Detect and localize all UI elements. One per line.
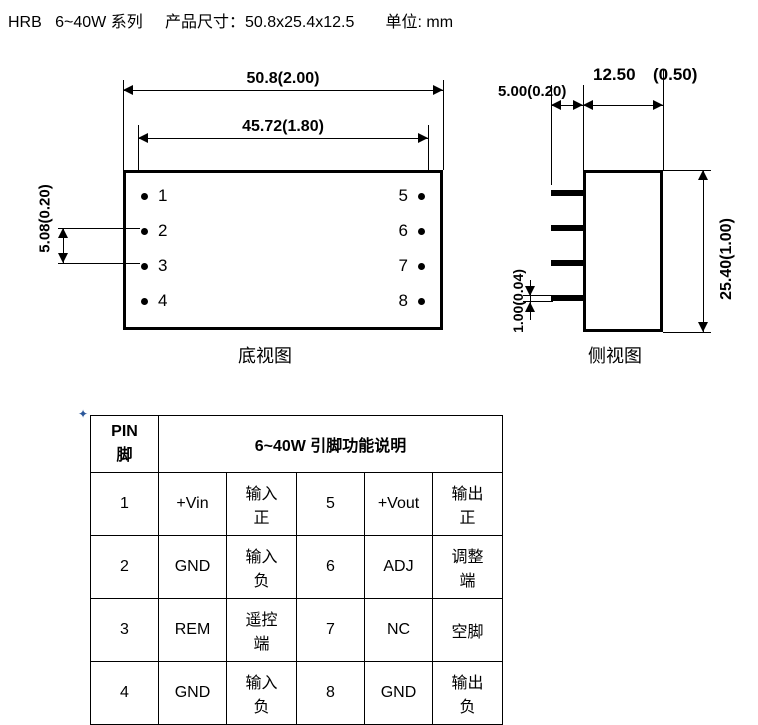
dim-label: 产品尺寸： [165,14,245,31]
pin-label-2: 2 [158,221,167,241]
pin-dot [418,298,425,305]
dim-value: 50.8x25.4x12.5 [245,14,354,31]
pin-dot [418,193,425,200]
cell-sig-b: +Vout [365,473,433,536]
dim-ext [663,332,711,333]
cell-sig-a: +Vin [159,473,227,536]
pin-lead [551,225,585,231]
pin-dot [141,263,148,270]
cell-desc-b: 空脚 [433,599,503,662]
pin-dot [418,228,425,235]
bottom-view-caption: 底视图 [238,342,292,368]
pin-dot [141,193,148,200]
dim-ext [583,85,584,170]
series-label: HRB [8,14,42,31]
cell-pin-a: 1 [91,473,159,536]
dim-pin-span-label: 45.72(1.80) [240,118,326,136]
cell-desc-b: 输出负 [433,662,503,725]
pin-dot [141,298,148,305]
side-view-caption: 侧视图 [588,342,642,368]
dim-ext [58,263,140,264]
th-desc: 6~40W 引脚功能说明 [159,416,503,473]
pin-label-6: 6 [399,221,408,241]
cell-desc-a: 遥控端 [227,599,297,662]
side-view-box [583,170,663,332]
pin-lead [551,260,585,266]
pin-label-4: 4 [158,291,167,311]
pin-label-3: 3 [158,256,167,276]
table-marker-icon: ✦ [78,407,88,421]
cell-pin-b: 7 [297,599,365,662]
cell-desc-a: 输入负 [227,536,297,599]
diagrams-area: 50.8(2.00) 45.72(1.80) 1 2 3 4 5 6 7 [8,50,758,380]
bottom-view: 50.8(2.00) 45.72(1.80) 1 2 3 4 5 6 7 [88,50,448,350]
pin-label-5: 5 [399,186,408,206]
pin-table: PIN 脚 6~40W 引脚功能说明 1 +Vin 输入正 5 +Vout 输出… [90,415,503,725]
cell-desc-a: 输入正 [227,473,297,536]
dim-width-label: 50.8(2.00) [245,70,322,88]
cell-pin-a: 4 [91,662,159,725]
bottom-view-box: 1 2 3 4 5 6 7 8 [123,170,443,330]
cell-pin-b: 8 [297,662,365,725]
dim-ext [58,228,140,229]
dim-lead-thick-label: 1.00(0.04) [510,269,526,333]
unit-label: 单位: [386,14,422,31]
cell-desc-b: 输出正 [433,473,503,536]
pin-dot [141,228,148,235]
table-row: 3 REM 遥控端 7 NC 空脚 [91,599,503,662]
header-line: HRB 6~40W 系列 产品尺寸：50.8x25.4x12.5 单位: mm [8,8,758,32]
th-pin: PIN 脚 [91,416,159,473]
cell-sig-a: GND [159,536,227,599]
pin-lead [551,295,585,301]
cell-pin-b: 6 [297,536,365,599]
dim-body-w-label: 12.50 [593,65,636,85]
cell-desc-a: 输入负 [227,662,297,725]
table-row: 4 GND 输入负 8 GND 输出负 [91,662,503,725]
pin-dot [418,263,425,270]
pin-table-wrap: ✦ PIN 脚 6~40W 引脚功能说明 1 +Vin 输入正 5 +Vout … [90,415,503,725]
cell-sig-b: GND [365,662,433,725]
dim-ext [663,70,664,170]
pin-label-7: 7 [399,256,408,276]
dim-body-w-paren: (0.50) [653,65,697,85]
side-view: 5.00(0.20) 12.50 (0.50) 25.40(1.00) 1.0 [508,50,738,350]
cell-sig-a: GND [159,662,227,725]
dim-body-h-label: 25.40(1.00) [718,218,736,300]
unit-value: mm [426,14,453,31]
cell-pin-b: 5 [297,473,365,536]
table-row: 1 +Vin 输入正 5 +Vout 输出正 [91,473,503,536]
pin-label-1: 1 [158,186,167,206]
table-row: 2 GND 输入负 6 ADJ 调整端 [91,536,503,599]
pin-lead [551,190,585,196]
cell-sig-b: NC [365,599,433,662]
pin-label-8: 8 [399,291,408,311]
dim-ext [443,80,444,170]
cell-pin-a: 3 [91,599,159,662]
cell-sig-a: REM [159,599,227,662]
cell-desc-b: 调整端 [433,536,503,599]
dim-lead-len-label: 5.00(0.20) [498,83,566,100]
watt-label: 6~40W 系列 [55,14,143,31]
cell-sig-b: ADJ [365,536,433,599]
dim-pin-pitch-label: 5.08(0.20) [37,184,54,252]
cell-pin-a: 2 [91,536,159,599]
